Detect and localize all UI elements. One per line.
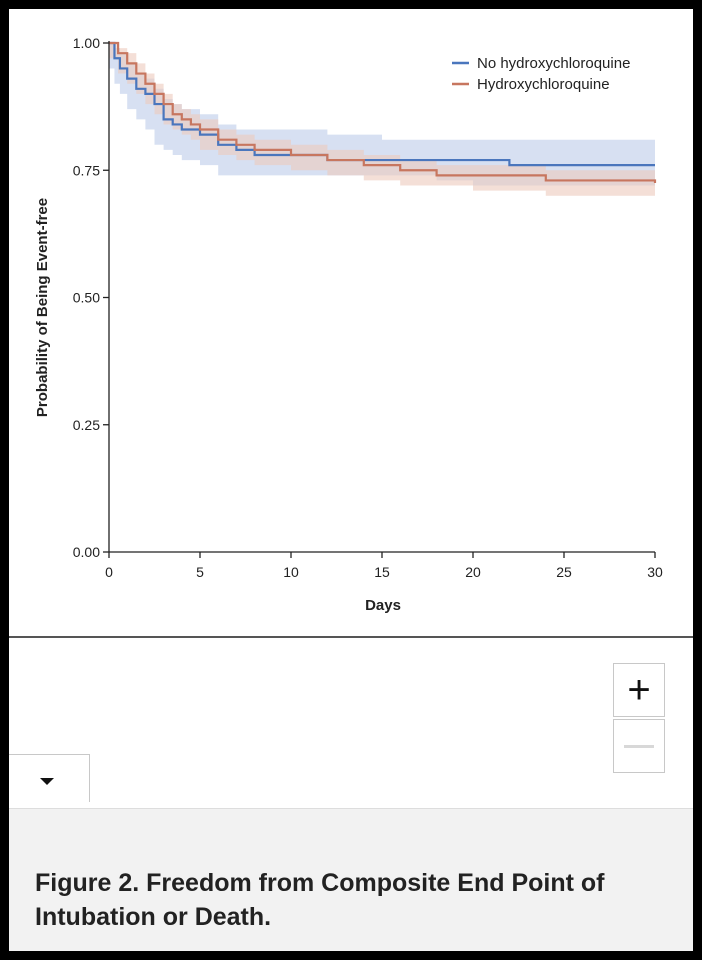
y-axis-title: Probability of Being Event-free bbox=[34, 198, 51, 417]
figure-viewer: 0.00 0.25 0.50 0.75 1.00 0 5 10 15 20 25 30 Days Prob… bbox=[9, 9, 693, 951]
plus-icon: + bbox=[627, 668, 651, 712]
legend-label-1: No hydroxychloroquine bbox=[477, 55, 630, 72]
x-tick-label: 15 bbox=[374, 564, 390, 580]
ci-band-2 bbox=[109, 43, 655, 196]
x-tick-label: 20 bbox=[465, 564, 481, 580]
y-tick-label: 0.50 bbox=[73, 290, 100, 306]
chart-svg: 0.00 0.25 0.50 0.75 1.00 0 5 10 15 20 25 30 Days Prob… bbox=[34, 35, 663, 614]
x-tick-label: 0 bbox=[105, 564, 113, 580]
survival-chart: 0.00 0.25 0.50 0.75 1.00 0 5 10 15 20 25 30 Days Prob… bbox=[9, 9, 693, 637]
series-line-2 bbox=[109, 41, 657, 183]
x-tick-label: 30 bbox=[647, 564, 663, 580]
series-line-1 bbox=[109, 41, 655, 167]
legend-label-2: Hydroxychloroquine bbox=[477, 76, 610, 93]
divider bbox=[9, 636, 693, 638]
x-tick-label: 10 bbox=[283, 564, 299, 580]
zoom-out-button[interactable] bbox=[613, 719, 665, 773]
figure-menu-dropdown[interactable] bbox=[9, 754, 90, 802]
caption-panel: Figure 2. Freedom from Composite End Poi… bbox=[9, 808, 693, 951]
y-tick-label: 1.00 bbox=[73, 35, 100, 51]
minus-icon bbox=[624, 744, 654, 748]
figure-caption: Figure 2. Freedom from Composite End Poi… bbox=[35, 869, 605, 931]
y-tick-label: 0.75 bbox=[73, 162, 100, 178]
caret-down-icon bbox=[40, 778, 54, 785]
zoom-in-button[interactable]: + bbox=[613, 663, 665, 717]
x-tick-label: 25 bbox=[556, 564, 572, 580]
y-tick-label: 0.25 bbox=[73, 417, 100, 433]
x-tick-label: 5 bbox=[196, 564, 204, 580]
x-axis-title: Days bbox=[365, 597, 401, 614]
y-tick-label: 0.00 bbox=[73, 544, 100, 560]
